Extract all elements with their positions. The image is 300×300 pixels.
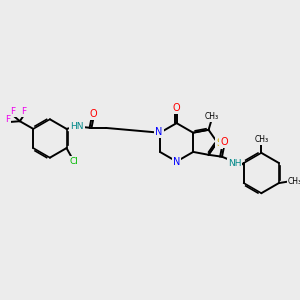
Text: CH₃: CH₃ (254, 135, 268, 144)
Text: HN: HN (70, 122, 84, 130)
Text: N: N (155, 127, 163, 137)
Text: CH₃: CH₃ (288, 177, 300, 186)
Text: F: F (5, 115, 10, 124)
Text: F: F (21, 107, 26, 116)
Text: F: F (11, 107, 16, 116)
Text: S: S (216, 138, 222, 148)
Text: CH₃: CH₃ (204, 112, 218, 121)
Text: O: O (90, 109, 97, 118)
Text: N: N (173, 158, 180, 167)
Text: Cl: Cl (70, 157, 79, 166)
Text: NH: NH (228, 159, 241, 168)
Text: O: O (173, 103, 180, 113)
Text: O: O (220, 137, 228, 147)
